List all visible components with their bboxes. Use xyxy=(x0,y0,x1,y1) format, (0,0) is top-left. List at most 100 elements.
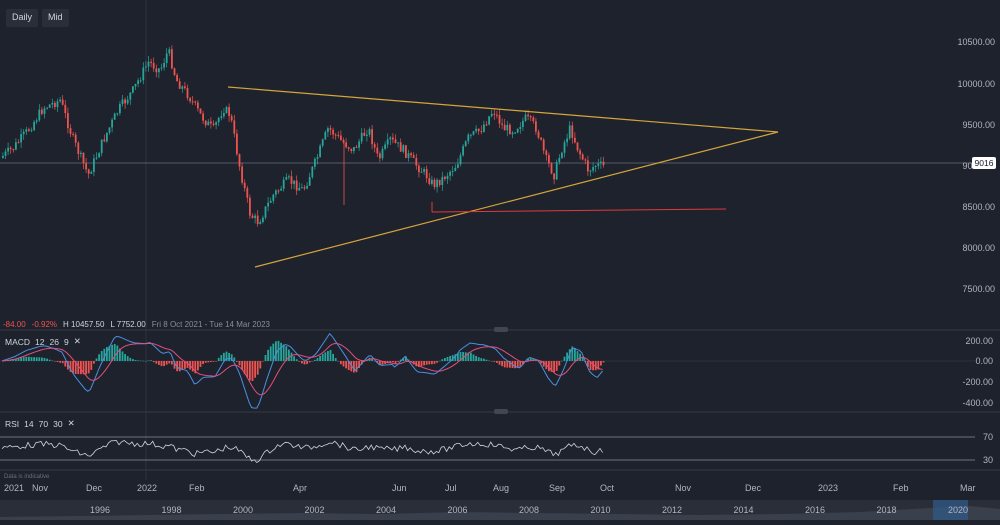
candle-body xyxy=(509,124,511,135)
macd-bar xyxy=(501,361,503,367)
macd-bar xyxy=(259,361,262,369)
navigator-year-label: 2002 xyxy=(305,505,325,515)
candle-body xyxy=(272,194,275,201)
candle-body xyxy=(540,137,542,140)
macd-bar xyxy=(600,361,602,366)
candle-body xyxy=(561,152,563,158)
candle-body xyxy=(243,182,246,189)
macd-bar xyxy=(574,348,576,361)
candle-body xyxy=(433,179,436,188)
candle-body xyxy=(184,86,186,89)
candle-body xyxy=(9,147,12,150)
candle-body xyxy=(220,116,223,119)
price-type-button[interactable]: Mid xyxy=(42,9,69,27)
macd-bar xyxy=(17,358,20,361)
candle-body xyxy=(106,132,108,142)
rsi-legend[interactable]: RSI 14 70 30 ✕ xyxy=(5,418,75,429)
macd-bar xyxy=(69,361,72,372)
candle-body xyxy=(93,158,95,172)
candle-body xyxy=(85,163,87,170)
candle-body xyxy=(597,163,600,167)
candle-body xyxy=(368,129,371,135)
candle-body xyxy=(418,165,420,173)
macd-bar xyxy=(178,361,181,372)
candle-body xyxy=(394,139,397,143)
candle-body xyxy=(353,146,355,152)
candle-body xyxy=(462,146,464,156)
macd-bar xyxy=(124,354,126,361)
support-line[interactable] xyxy=(431,208,727,213)
macd-bar xyxy=(163,361,165,367)
macd-bar xyxy=(477,357,480,361)
macd-bar xyxy=(353,361,355,373)
macd-bar xyxy=(431,361,433,365)
macd-bar xyxy=(108,345,111,361)
candle-body xyxy=(150,61,152,64)
candle-body xyxy=(340,135,342,141)
macd-line xyxy=(1,332,603,409)
pane-resize-handle[interactable] xyxy=(494,327,508,332)
candle-body xyxy=(524,114,527,121)
macd-bar xyxy=(293,356,295,361)
navigator[interactable]: 1996 1998 2000 2002 2004 2006 2008 2010 2012 2014… xyxy=(0,500,1000,520)
macd-bar xyxy=(579,353,581,361)
navigator-window[interactable] xyxy=(933,500,968,520)
candle-body xyxy=(2,155,4,158)
macd-bar xyxy=(134,360,137,361)
candle-body xyxy=(199,108,202,114)
macd-bar xyxy=(168,361,171,364)
candle-body xyxy=(298,188,301,191)
macd-bar xyxy=(597,361,600,370)
upper-trendline[interactable] xyxy=(227,86,779,133)
candle-body xyxy=(345,142,347,148)
navigator-year-label: 2020 xyxy=(948,505,968,515)
candle-body xyxy=(303,187,306,189)
interval-button[interactable]: Daily xyxy=(6,9,39,27)
candle-body xyxy=(532,117,535,122)
candle-body xyxy=(90,171,93,174)
close-icon[interactable]: ✕ xyxy=(67,418,75,428)
time-axis[interactable]: 2021 Nov Dec 2022 Feb Apr Jun Jul Aug Sep Oct Nov De… xyxy=(4,483,976,493)
macd-bar xyxy=(454,354,457,361)
candle-body xyxy=(254,215,256,219)
candle-body xyxy=(46,107,48,109)
high-value: H 10457.50 xyxy=(63,320,105,329)
macd-bar xyxy=(371,358,373,361)
macd-bar xyxy=(256,361,259,375)
candle-body xyxy=(155,68,158,73)
candle-body xyxy=(548,155,550,164)
chart-canvas[interactable]: 10500.0010000.009500.009000.008500.00800… xyxy=(0,0,1000,500)
macd-bar xyxy=(493,361,496,362)
candle-body xyxy=(59,99,61,102)
candle-body xyxy=(493,113,496,115)
lower-trendline[interactable] xyxy=(254,131,779,268)
candle-body xyxy=(438,179,441,186)
candle-body xyxy=(191,101,194,103)
macd-signal-line xyxy=(1,342,603,396)
pane-resize-handle-2[interactable] xyxy=(494,409,508,414)
macd-bar xyxy=(563,356,566,361)
macd-bar xyxy=(381,361,384,365)
macd-bar xyxy=(462,351,464,361)
navigator-area xyxy=(0,506,1000,520)
navigator-year-label: 1998 xyxy=(162,505,182,515)
candle-body xyxy=(293,180,295,184)
navigator-canvas[interactable]: 1996 1998 2000 2002 2004 2006 2008 2010 2012 2014… xyxy=(0,500,1000,520)
macd-bar xyxy=(61,361,64,364)
candle-body xyxy=(61,99,64,105)
macd-bar xyxy=(204,361,207,363)
macd-bar xyxy=(277,340,280,361)
macd-legend[interactable]: MACD 12 26 9 ✕ xyxy=(5,336,81,347)
candle-body xyxy=(212,123,215,125)
candle-body xyxy=(485,124,488,126)
candle-body xyxy=(28,129,30,131)
macd-bar xyxy=(87,361,90,374)
macd-axis: 200.00 0.00 -200.00 -400.00 xyxy=(962,336,993,408)
candle-body xyxy=(147,61,150,67)
navigator-year-label: 2000 xyxy=(233,505,253,515)
close-icon[interactable]: ✕ xyxy=(73,336,81,346)
macd-bar xyxy=(602,361,605,363)
candle-body xyxy=(181,86,184,89)
date-range: Fri 8 Oct 2021 - Tue 14 Mar 2023 xyxy=(151,320,270,329)
macd-bar xyxy=(251,361,254,381)
